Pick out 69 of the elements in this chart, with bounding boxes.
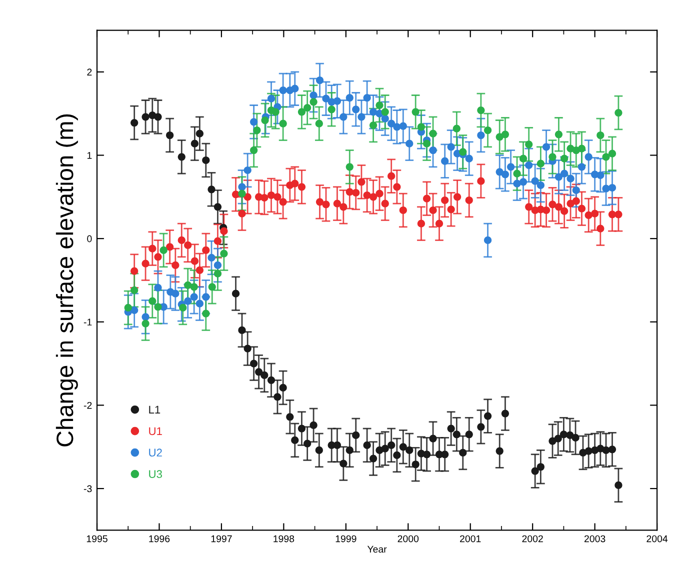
point (142, 320, 150, 328)
point (190, 283, 198, 291)
x-tick-label: 2000 (398, 535, 419, 542)
point (315, 120, 323, 128)
point (261, 116, 269, 124)
point (328, 106, 336, 114)
point (279, 120, 287, 128)
point (124, 304, 132, 312)
point (560, 154, 568, 162)
point (429, 130, 437, 138)
point (513, 170, 521, 178)
point (310, 98, 318, 106)
point (220, 250, 228, 258)
point (154, 303, 162, 311)
point (298, 108, 306, 116)
point (536, 160, 544, 168)
point (417, 123, 426, 131)
x-tick-label: 1996 (149, 535, 170, 542)
x-axis-title: Year (367, 546, 387, 553)
point (459, 148, 467, 156)
y-tick-label: -2 (84, 402, 92, 409)
point (596, 131, 604, 140)
point (160, 246, 168, 254)
y-axis-title: Change in surface elevation (m) (56, 114, 78, 446)
point (208, 283, 216, 291)
point (250, 146, 258, 154)
point (179, 304, 187, 312)
point (578, 144, 586, 152)
y-tick-label: 2 (87, 68, 92, 76)
point (376, 101, 384, 110)
legend-label: U3 (149, 470, 162, 478)
point (304, 104, 312, 112)
point (548, 153, 556, 161)
legend-label: L1 (149, 406, 160, 414)
y-tick-label: 1 (87, 152, 92, 159)
point (202, 310, 210, 318)
point (484, 126, 492, 134)
x-tick-label: 1995 (86, 535, 108, 542)
y-tick-label: -3 (84, 485, 92, 492)
point (501, 130, 510, 138)
point (214, 270, 222, 278)
point (452, 124, 460, 132)
x-tick-label: 1997 (211, 535, 232, 542)
x-tick-label: 1999 (336, 535, 356, 542)
x-tick-label: 2001 (460, 535, 481, 542)
point (346, 163, 354, 171)
point (412, 108, 420, 116)
point (477, 106, 485, 114)
x-tick-label: 2004 (646, 535, 668, 542)
point (272, 108, 280, 116)
legend-label: U2 (149, 448, 162, 457)
x-tick-label: 1998 (274, 535, 294, 542)
point (525, 140, 533, 148)
point (602, 153, 610, 161)
point (614, 108, 622, 117)
point (423, 140, 431, 148)
point (238, 190, 246, 198)
x-tick-label: 2003 (584, 535, 606, 542)
point (608, 150, 616, 158)
point (519, 154, 528, 162)
y-tick-label: -1 (84, 318, 92, 326)
legend-label: U1 (149, 427, 162, 436)
point (184, 281, 192, 290)
point (148, 297, 156, 305)
point (554, 130, 563, 138)
x-tick-label: 2002 (522, 535, 543, 542)
y-tick-label: 0 (87, 235, 92, 242)
point (381, 108, 389, 116)
point (253, 126, 261, 134)
